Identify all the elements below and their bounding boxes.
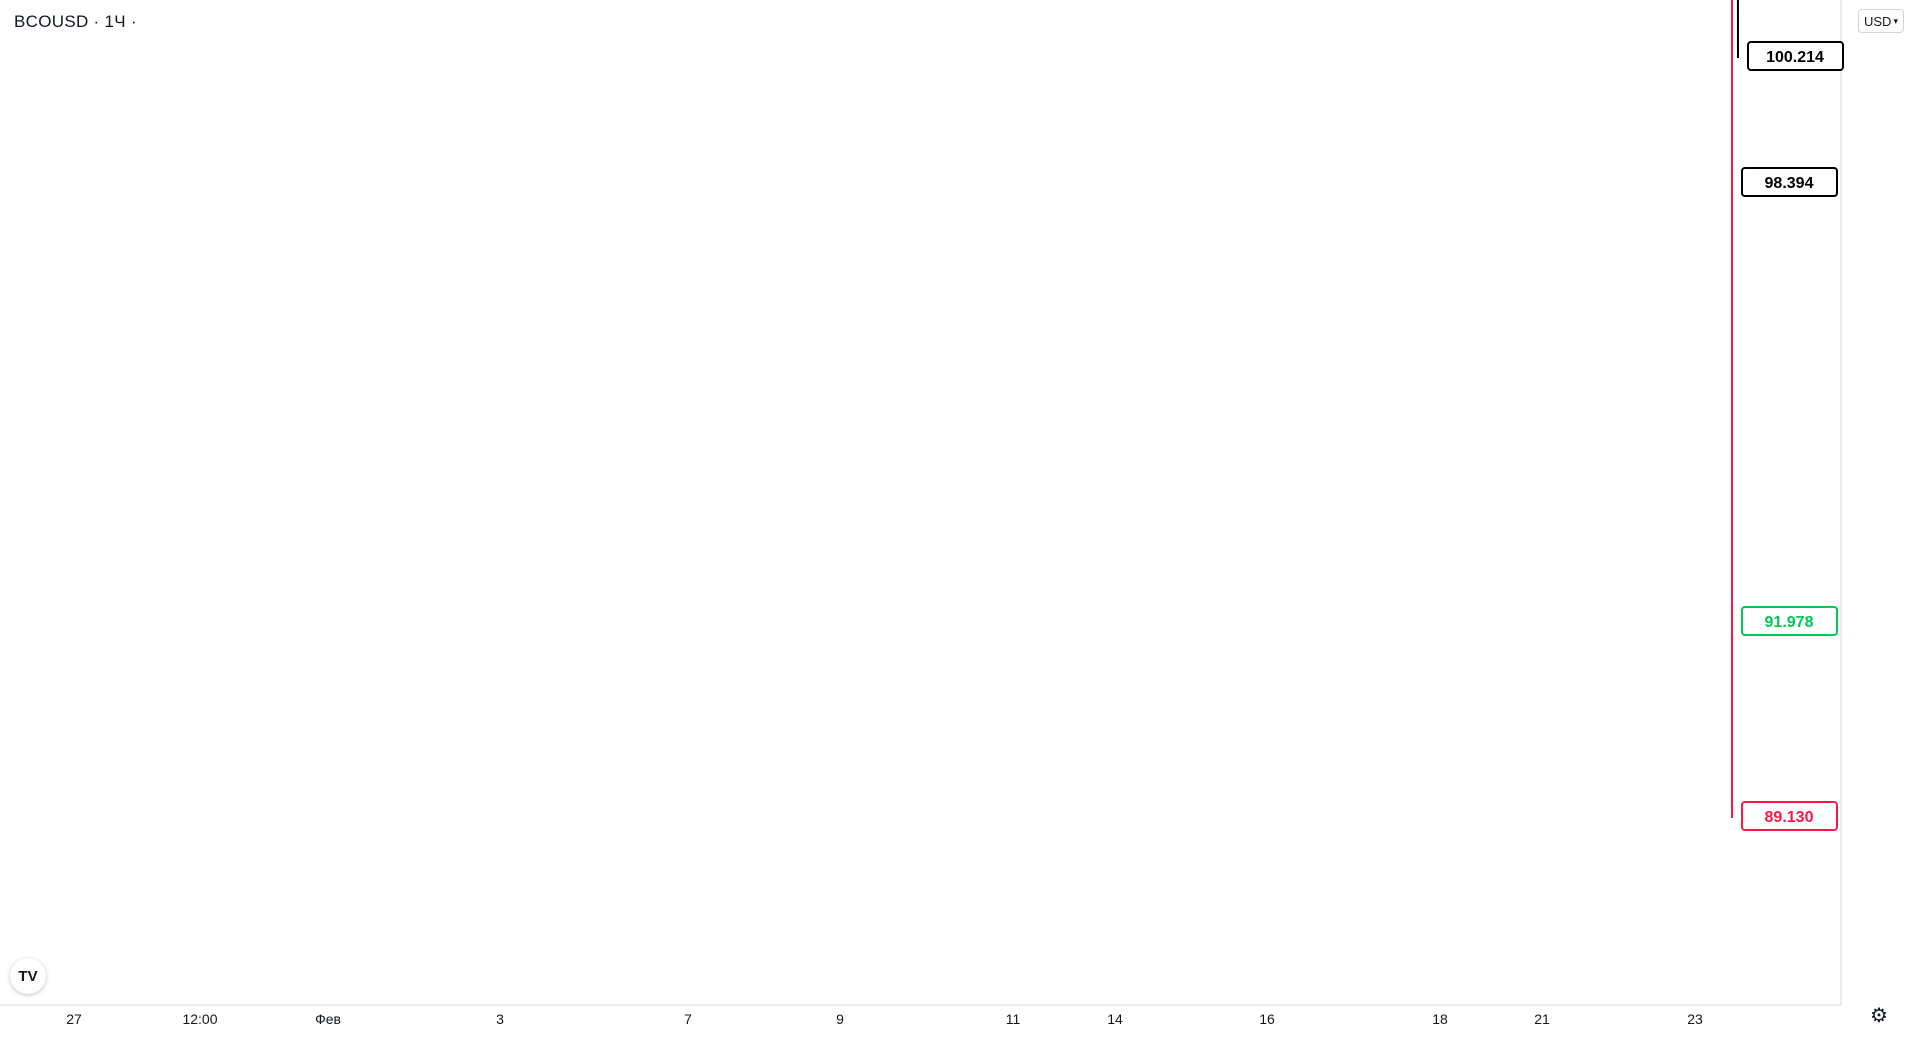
x-tick-label: 9 [836, 1011, 844, 1027]
x-tick-label: Фев [315, 1011, 341, 1027]
x-tick-label: 21 [1534, 1011, 1550, 1027]
x-tick-label: 18 [1432, 1011, 1448, 1027]
target-callout [1741, 801, 1838, 831]
x-tick-label: 23 [1687, 1011, 1703, 1027]
gear-icon[interactable]: ⚙ [1870, 1005, 1888, 1027]
target-callout-text: 100.214 [1766, 49, 1824, 66]
target-callout [1747, 41, 1844, 71]
symbol-title: BCOUSD · 1Ч · [14, 12, 137, 31]
target-callout-text: 89.130 [1765, 809, 1814, 826]
target-callout [1741, 606, 1838, 636]
tradingview-logo-icon[interactable]: TV [10, 958, 46, 994]
x-tick-label: 14 [1107, 1011, 1123, 1027]
chevron-down-icon: ▾ [1893, 15, 1898, 26]
x-tick-label: 7 [684, 1011, 692, 1027]
x-tick-label: 12:00 [182, 1011, 217, 1027]
target-callout-text: 91.978 [1765, 614, 1814, 631]
target-callout [1741, 167, 1838, 197]
currency-dropdown[interactable]: USD ▾ [1858, 9, 1904, 33]
currency-label: USD [1864, 13, 1892, 29]
x-tick-label: 27 [66, 1011, 82, 1027]
target-callout-text: 98.394 [1765, 175, 1814, 192]
x-tick-label: 16 [1259, 1011, 1275, 1027]
x-tick-label: 11 [1006, 1011, 1021, 1027]
x-tick-label: 3 [496, 1011, 504, 1027]
